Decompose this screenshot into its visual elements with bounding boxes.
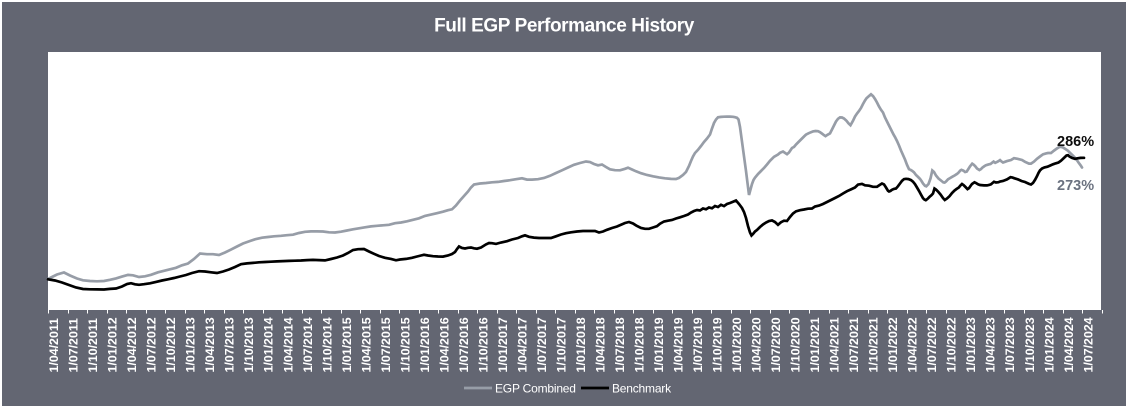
svg-text:1/07/2022: 1/07/2022 bbox=[925, 317, 939, 372]
svg-text:1/07/2015: 1/07/2015 bbox=[379, 317, 393, 372]
svg-text:1/10/2014: 1/10/2014 bbox=[320, 317, 334, 372]
svg-text:1/04/2013: 1/04/2013 bbox=[203, 317, 217, 372]
svg-text:1/10/2012: 1/10/2012 bbox=[164, 317, 178, 372]
svg-text:1/04/2012: 1/04/2012 bbox=[125, 317, 139, 372]
svg-text:1/04/2019: 1/04/2019 bbox=[672, 317, 686, 372]
svg-text:1/01/2018: 1/01/2018 bbox=[574, 317, 588, 372]
svg-text:1/04/2014: 1/04/2014 bbox=[281, 317, 295, 372]
svg-text:1/10/2019: 1/10/2019 bbox=[711, 317, 725, 372]
svg-text:1/07/2014: 1/07/2014 bbox=[301, 317, 315, 372]
svg-text:1/07/2021: 1/07/2021 bbox=[847, 317, 861, 372]
svg-text:1/04/2017: 1/04/2017 bbox=[515, 317, 529, 372]
svg-text:1/10/2017: 1/10/2017 bbox=[554, 317, 568, 372]
svg-text:1/01/2022: 1/01/2022 bbox=[886, 317, 900, 372]
svg-text:1/07/2017: 1/07/2017 bbox=[535, 317, 549, 372]
svg-text:1/07/2011: 1/07/2011 bbox=[67, 318, 81, 373]
svg-text:1/01/2024: 1/01/2024 bbox=[1042, 317, 1056, 372]
svg-text:1/10/2020: 1/10/2020 bbox=[789, 317, 803, 372]
svg-text:1/07/2016: 1/07/2016 bbox=[457, 317, 471, 372]
svg-text:1/01/2016: 1/01/2016 bbox=[418, 317, 432, 372]
svg-text:1/10/2011: 1/10/2011 bbox=[86, 318, 100, 373]
svg-text:1/04/2022: 1/04/2022 bbox=[906, 317, 920, 372]
svg-text:1/01/2012: 1/01/2012 bbox=[106, 317, 120, 372]
svg-text:1/10/2018: 1/10/2018 bbox=[633, 317, 647, 372]
svg-text:286%: 286% bbox=[1057, 134, 1094, 150]
svg-text:1/01/2019: 1/01/2019 bbox=[652, 317, 666, 372]
svg-text:1/07/2018: 1/07/2018 bbox=[613, 317, 627, 372]
svg-text:1/04/2024: 1/04/2024 bbox=[1062, 317, 1076, 372]
svg-text:1/10/2016: 1/10/2016 bbox=[476, 317, 490, 372]
svg-text:EGP Combined: EGP Combined bbox=[495, 382, 576, 396]
svg-text:1/04/2020: 1/04/2020 bbox=[750, 317, 764, 372]
svg-text:1/07/2013: 1/07/2013 bbox=[223, 317, 237, 372]
svg-text:1/04/2011: 1/04/2011 bbox=[47, 318, 61, 373]
svg-text:Benchmark: Benchmark bbox=[612, 382, 672, 396]
svg-text:1/07/2024: 1/07/2024 bbox=[1081, 317, 1095, 372]
svg-text:273%: 273% bbox=[1057, 178, 1094, 194]
svg-text:1/10/2015: 1/10/2015 bbox=[398, 317, 412, 372]
svg-text:1/01/2014: 1/01/2014 bbox=[262, 317, 276, 372]
svg-text:1/07/2012: 1/07/2012 bbox=[145, 317, 159, 372]
svg-text:1/01/2017: 1/01/2017 bbox=[496, 317, 510, 372]
svg-text:1/04/2023: 1/04/2023 bbox=[984, 317, 998, 372]
svg-text:1/10/2022: 1/10/2022 bbox=[945, 317, 959, 372]
svg-text:1/01/2013: 1/01/2013 bbox=[184, 317, 198, 372]
svg-text:1/10/2023: 1/10/2023 bbox=[1023, 317, 1037, 372]
svg-text:Full EGP Performance History: Full EGP Performance History bbox=[434, 16, 695, 37]
svg-text:1/04/2021: 1/04/2021 bbox=[828, 317, 842, 372]
svg-text:1/01/2015: 1/01/2015 bbox=[340, 317, 354, 372]
svg-text:1/07/2023: 1/07/2023 bbox=[1003, 317, 1017, 372]
svg-text:1/04/2016: 1/04/2016 bbox=[437, 317, 451, 372]
svg-text:1/10/2021: 1/10/2021 bbox=[867, 317, 881, 372]
svg-text:1/04/2018: 1/04/2018 bbox=[594, 317, 608, 372]
svg-text:1/01/2023: 1/01/2023 bbox=[964, 317, 978, 372]
svg-text:1/07/2019: 1/07/2019 bbox=[691, 317, 705, 372]
svg-text:1/01/2021: 1/01/2021 bbox=[808, 317, 822, 372]
svg-text:1/10/2013: 1/10/2013 bbox=[242, 317, 256, 372]
svg-text:1/01/2020: 1/01/2020 bbox=[730, 317, 744, 372]
svg-text:1/07/2020: 1/07/2020 bbox=[769, 317, 783, 372]
svg-text:1/04/2015: 1/04/2015 bbox=[359, 317, 373, 372]
